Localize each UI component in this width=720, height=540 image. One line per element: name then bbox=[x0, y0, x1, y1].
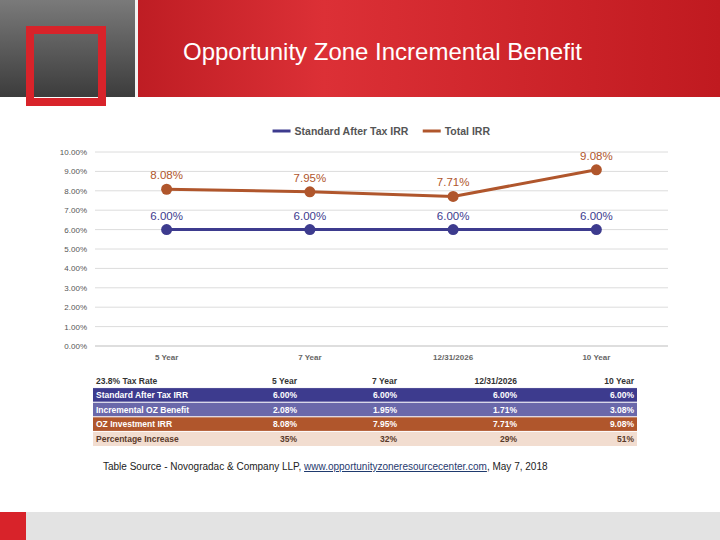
series-line bbox=[167, 170, 597, 197]
x-tick-label: 12/31/2026 bbox=[433, 353, 474, 362]
row-border bbox=[93, 431, 637, 432]
grid-line bbox=[95, 287, 668, 288]
y-tick-label: 6.00% bbox=[64, 226, 87, 235]
row-border bbox=[93, 416, 637, 417]
table-cell: 32% bbox=[380, 434, 397, 444]
y-tick-label: 2.00% bbox=[64, 303, 87, 312]
source-text: Table Source - Novogradac & Company LLP, bbox=[103, 461, 304, 472]
series-point bbox=[448, 191, 459, 202]
grid-line bbox=[95, 326, 668, 327]
series-point bbox=[161, 224, 172, 235]
table-cell: 2.08% bbox=[273, 405, 298, 415]
y-tick-label: 5.00% bbox=[64, 245, 87, 254]
data-label: 6.00% bbox=[437, 210, 470, 222]
legend-label: Total IRR bbox=[445, 125, 491, 137]
data-labels: 6.00% 6.00% 6.00% 6.00% 8.08% 7.95% 7.71% 9.08% bbox=[150, 150, 612, 222]
row-border bbox=[93, 387, 637, 388]
legend-label: Standard After Tax IRR bbox=[295, 125, 409, 137]
data-label: 7.95% bbox=[294, 172, 327, 184]
table-cell: Standard After Tax IRR bbox=[96, 390, 188, 400]
table-cell: 6.00% bbox=[273, 390, 298, 400]
series-point bbox=[591, 224, 602, 235]
y-tick-label: 9.00% bbox=[64, 167, 87, 176]
y-tick-label: 8.00% bbox=[64, 187, 87, 196]
row-border bbox=[93, 402, 637, 403]
grid-line bbox=[95, 249, 668, 250]
x-tick-label: 7 Year bbox=[298, 353, 321, 362]
table-cell: 6.00% bbox=[610, 390, 635, 400]
table-cell: OZ Investment IRR bbox=[96, 419, 172, 429]
slide: Opportunity Zone Incremental Benefit 0.00… bbox=[0, 0, 720, 540]
grid-line bbox=[95, 229, 668, 230]
source-text: , May 7, 2018 bbox=[487, 461, 548, 472]
table-cell: 6.00% bbox=[373, 390, 398, 400]
table-cell: 7.71% bbox=[493, 419, 518, 429]
table-cell: 8.08% bbox=[273, 419, 298, 429]
table-header: 23.8% Tax Rate bbox=[96, 376, 158, 386]
logo-square bbox=[30, 30, 102, 102]
table-row bbox=[93, 388, 637, 403]
table-header: 7 Year bbox=[372, 376, 398, 386]
table: 23.8% Tax Rate 5 Year 7 Year 12/31/2026 10 Y… bbox=[93, 373, 637, 446]
y-tick-label: 7.00% bbox=[64, 206, 87, 215]
grid-line bbox=[95, 346, 668, 347]
series-point bbox=[161, 184, 172, 195]
legend: Standard After Tax IRR Total IRR bbox=[273, 125, 491, 137]
table-cell: 29% bbox=[500, 434, 517, 444]
table-cell: 1.95% bbox=[373, 405, 398, 415]
footer-strip bbox=[0, 512, 720, 540]
y-tick-label: 10.00% bbox=[60, 148, 87, 157]
x-tick-label: 10 Year bbox=[582, 353, 610, 362]
table-header: 10 Year bbox=[604, 376, 634, 386]
table-cell: 9.08% bbox=[610, 419, 635, 429]
legend-item: Standard After Tax IRR bbox=[273, 125, 409, 137]
legend-item: Total IRR bbox=[423, 125, 491, 137]
table-row bbox=[93, 417, 637, 432]
table-cell: 7.95% bbox=[373, 419, 398, 429]
y-tick-label: 4.00% bbox=[64, 264, 87, 273]
data-label: 6.00% bbox=[294, 210, 327, 222]
y-tick-label: 0.00% bbox=[64, 342, 87, 351]
series-point bbox=[591, 164, 602, 175]
data-label: 9.08% bbox=[580, 150, 613, 162]
table-cell: 3.08% bbox=[610, 405, 635, 415]
table-cell: Percentage Increase bbox=[96, 434, 179, 444]
data-label: 6.00% bbox=[580, 210, 613, 222]
table-row bbox=[93, 431, 637, 446]
title-banner bbox=[0, 0, 720, 97]
table-cell: 51% bbox=[617, 434, 634, 444]
source-note: Table Source - Novogradac & Company LLP,… bbox=[103, 461, 548, 472]
data-label: 6.00% bbox=[150, 210, 183, 222]
banner-divider bbox=[135, 0, 138, 97]
source-link: www.opportunityzoneresourcecenter.com bbox=[303, 461, 487, 472]
grid-line bbox=[95, 307, 668, 308]
table-cell: Incremental OZ Benefit bbox=[96, 405, 189, 415]
grid bbox=[95, 152, 668, 346]
legend-swatch bbox=[273, 130, 291, 133]
table-cell: 6.00% bbox=[493, 390, 518, 400]
y-tick-label: 1.00% bbox=[64, 323, 87, 332]
table-cell: 35% bbox=[280, 434, 297, 444]
x-axis bbox=[95, 346, 668, 347]
series-line bbox=[167, 228, 597, 231]
series-point bbox=[448, 224, 459, 235]
legend-swatch bbox=[423, 130, 441, 133]
series-point bbox=[304, 186, 315, 197]
logo-panel bbox=[0, 0, 135, 97]
marks bbox=[161, 164, 602, 235]
footer-square bbox=[0, 512, 26, 540]
table-row bbox=[93, 402, 637, 417]
grid-line bbox=[95, 268, 668, 269]
x-tick-label: 5 Year bbox=[155, 353, 178, 362]
data-label: 7.71% bbox=[437, 176, 470, 188]
title: Opportunity Zone Incremental Benefit bbox=[183, 38, 582, 65]
table-header: 5 Year bbox=[272, 376, 298, 386]
y-tick-label: 3.00% bbox=[64, 284, 87, 293]
table-cell: 1.71% bbox=[493, 405, 518, 415]
table-row bbox=[93, 373, 637, 388]
series-point bbox=[304, 224, 315, 235]
data-label: 8.08% bbox=[150, 169, 183, 181]
table-header: 12/31/2026 bbox=[474, 376, 517, 386]
